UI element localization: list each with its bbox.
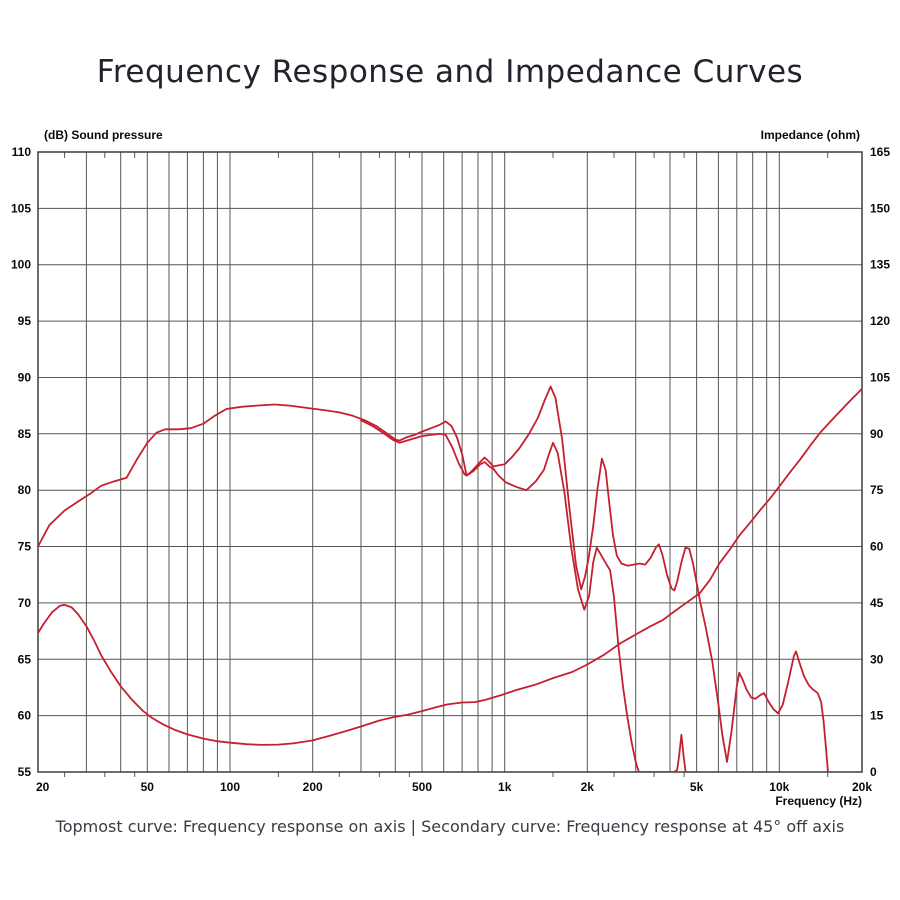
y-right-tick-label: 0 (870, 765, 877, 779)
y-right-tick-label: 30 (870, 652, 884, 666)
y-left-tick-label: 110 (12, 145, 32, 159)
y-left-tick-label: 95 (18, 314, 32, 328)
axis-frame (37, 151, 863, 773)
x-axis-title: Frequency (Hz) (775, 794, 862, 808)
x-tick-label: 5k (690, 780, 704, 794)
y-left-tick-label: 65 (18, 652, 32, 666)
y-right-tick-label: 90 (870, 427, 884, 441)
y-right-tick-label: 60 (870, 540, 884, 554)
y-left-tick-label: 85 (18, 427, 32, 441)
y-left-tick-label: 80 (18, 483, 32, 497)
y-right-tick-label: 150 (870, 201, 890, 215)
y-left-tick-label: 75 (18, 540, 32, 554)
x-tick-label: 500 (412, 780, 432, 794)
curve-response-45-off-axis (360, 419, 691, 772)
legend-caption: Topmost curve: Frequency response on axi… (55, 817, 845, 836)
curve-impedance (38, 387, 862, 746)
right-axis-title: Impedance (ohm) (761, 128, 860, 142)
page-title: Frequency Response and Impedance Curves (96, 54, 804, 90)
y-left-tick-label: 55 (18, 765, 32, 779)
y-right-tick-label: 45 (870, 596, 884, 610)
x-tick-label: 1k (498, 780, 512, 794)
y-left-tick-label: 100 (11, 258, 31, 272)
x-tick-label: 100 (220, 780, 240, 794)
y-left-tick-label: 90 (18, 371, 32, 385)
y-left-tick-label: 60 (18, 709, 32, 723)
y-right-tick-label: 165 (870, 145, 890, 159)
left-axis-title: (dB) Sound pressure (44, 128, 163, 142)
x-tick-label: 10k (769, 780, 789, 794)
x-tick-label: 20k (852, 780, 872, 794)
y-right-tick-label: 75 (870, 483, 884, 497)
y-right-tick-label: 120 (870, 314, 890, 328)
y-left-tick-label: 70 (18, 596, 32, 610)
x-tick-label: 2k (581, 780, 595, 794)
y-left-tick-label: 105 (11, 201, 31, 215)
y-right-tick-label: 105 (870, 371, 890, 385)
x-tick-label: 50 (141, 780, 155, 794)
y-right-tick-label: 135 (870, 258, 890, 272)
x-tick-label: 200 (303, 780, 323, 794)
curve-response-on-axis (38, 385, 829, 772)
y-right-tick-label: 15 (870, 709, 884, 723)
x-tick-label: 20 (36, 780, 50, 794)
